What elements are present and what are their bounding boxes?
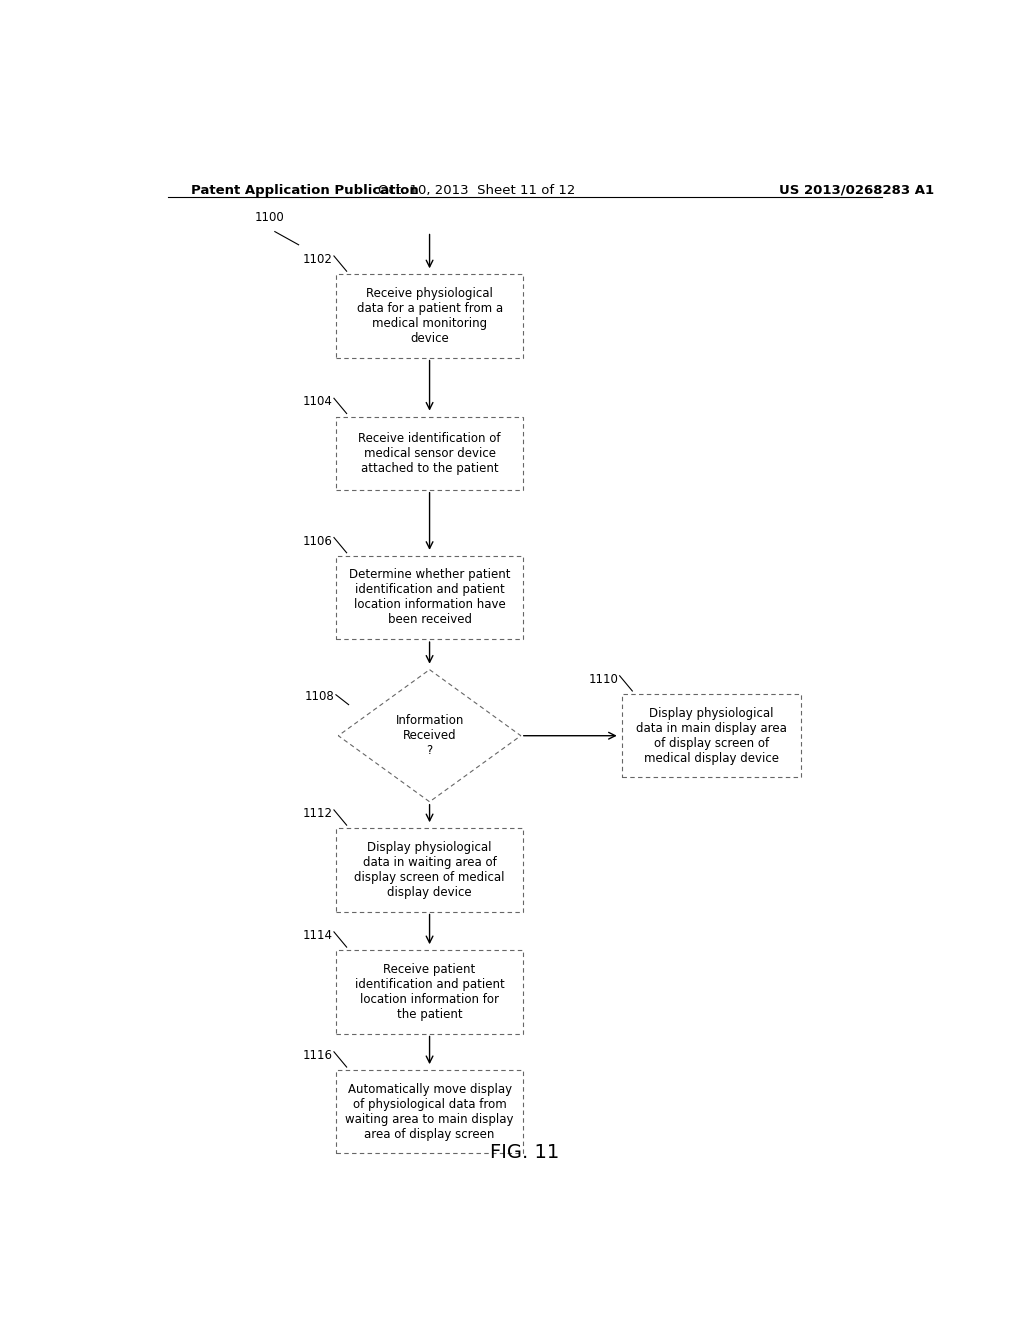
FancyBboxPatch shape	[336, 1071, 523, 1154]
Text: 1114: 1114	[302, 929, 333, 942]
FancyBboxPatch shape	[336, 556, 523, 639]
Text: 1110: 1110	[588, 673, 618, 686]
Polygon shape	[338, 669, 521, 801]
Text: FIG. 11: FIG. 11	[490, 1143, 559, 1162]
Text: 1102: 1102	[302, 253, 333, 267]
Text: Receive identification of
medical sensor device
attached to the patient: Receive identification of medical sensor…	[358, 432, 501, 475]
Text: Display physiological
data in main display area
of display screen of
medical dis: Display physiological data in main displ…	[636, 706, 786, 764]
Text: 1106: 1106	[302, 535, 333, 548]
FancyBboxPatch shape	[622, 694, 801, 777]
Text: Receive physiological
data for a patient from a
medical monitoring
device: Receive physiological data for a patient…	[356, 286, 503, 345]
Text: Automatically move display
of physiological data from
waiting area to main displ: Automatically move display of physiologi…	[345, 1082, 514, 1140]
Text: Display physiological
data in waiting area of
display screen of medical
display : Display physiological data in waiting ar…	[354, 841, 505, 899]
Text: 1116: 1116	[302, 1049, 333, 1063]
Text: Oct. 10, 2013  Sheet 11 of 12: Oct. 10, 2013 Sheet 11 of 12	[379, 183, 575, 197]
Text: Receive patient
identification and patient
location information for
the patient: Receive patient identification and patie…	[354, 962, 505, 1020]
FancyBboxPatch shape	[336, 417, 523, 490]
Text: Patent Application Publication: Patent Application Publication	[191, 183, 419, 197]
FancyBboxPatch shape	[336, 275, 523, 358]
Text: 1112: 1112	[302, 807, 333, 820]
Text: 1104: 1104	[302, 396, 333, 408]
FancyBboxPatch shape	[336, 950, 523, 1034]
Text: US 2013/0268283 A1: US 2013/0268283 A1	[778, 183, 934, 197]
FancyBboxPatch shape	[336, 828, 523, 912]
Text: 1108: 1108	[304, 689, 334, 702]
Text: Information
Received
?: Information Received ?	[395, 714, 464, 758]
Text: 1100: 1100	[255, 211, 285, 224]
Text: Determine whether patient
identification and patient
location information have
b: Determine whether patient identification…	[349, 569, 510, 627]
